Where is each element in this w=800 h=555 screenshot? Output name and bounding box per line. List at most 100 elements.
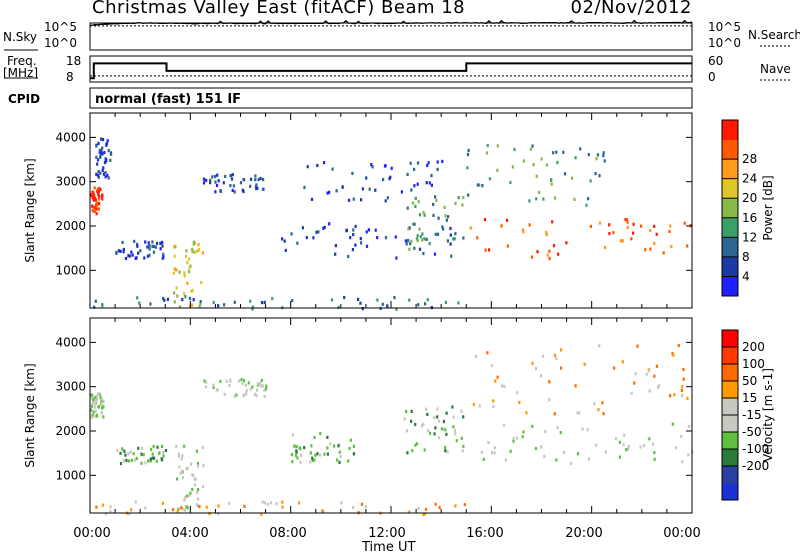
velocity-pixel: [104, 512, 108, 516]
velocity-pixel: [266, 502, 269, 506]
power-pixel: [192, 250, 195, 254]
power-pixel: [462, 236, 465, 240]
power-pixel: [462, 195, 465, 200]
power-pixel: [148, 253, 151, 257]
power-pixel: [271, 297, 274, 301]
x-tick-label: 20:00: [565, 526, 603, 541]
velocity-pixel: [653, 374, 656, 378]
velocity-pixel: [96, 392, 99, 396]
velocity-pixel: [151, 456, 154, 460]
power-pixel: [410, 188, 413, 192]
freq-tick-top: 18: [66, 54, 82, 68]
power-pixel: [436, 167, 439, 171]
velocity-pixel: [422, 422, 425, 426]
power-pixel: [101, 168, 104, 172]
power-pixel: [130, 250, 133, 254]
velocity-pixel: [91, 396, 94, 400]
velocity-pixel: [133, 458, 136, 462]
power-pixel: [662, 251, 665, 255]
velocity-pixel: [311, 456, 314, 460]
power-pixel: [422, 211, 425, 215]
velocity-colorbar-cell: [722, 330, 738, 348]
velocity-pixel: [97, 405, 101, 409]
velocity-pixel: [673, 393, 676, 397]
power-pixel: [443, 205, 446, 209]
power-pixel: [121, 240, 124, 244]
velocity-pixel: [618, 455, 621, 459]
velocity-pixel: [275, 502, 278, 506]
power-pixel: [536, 250, 539, 254]
velocity-pixel: [472, 403, 475, 407]
velocity-pixel: [622, 443, 625, 447]
power-pixel: [95, 212, 98, 216]
power-pixel: [416, 182, 419, 186]
power-pixel: [191, 288, 194, 292]
velocity-pixel: [509, 449, 512, 453]
velocity-pixel: [164, 448, 168, 453]
velocity-pixel: [245, 389, 248, 393]
power-pixel: [131, 253, 134, 257]
power-pixel: [215, 183, 219, 188]
velocity-pixel: [539, 374, 543, 378]
velocity-pixel: [269, 501, 272, 505]
velocity-pixel: [604, 450, 607, 454]
velocity-pixel: [672, 353, 675, 357]
velocity-pixel: [189, 491, 192, 495]
power-pixel: [598, 174, 601, 178]
power-pixel: [413, 222, 416, 226]
velocity-pixel: [681, 460, 684, 464]
velocity-pixel: [96, 397, 99, 401]
power-pixel: [395, 307, 398, 311]
power-pixel: [552, 151, 555, 155]
power-pixel: [172, 271, 175, 275]
power-pixel: [625, 218, 629, 222]
power-colorbar-tick-label: 24: [742, 172, 757, 186]
power-pixel: [209, 181, 212, 185]
velocity-pixel: [313, 458, 316, 462]
power-colorbar-tick-label: 20: [742, 191, 757, 205]
power-pixel: [205, 178, 208, 182]
velocity-pixel: [175, 477, 179, 481]
power-pixel: [335, 189, 338, 193]
power-pixel: [478, 183, 481, 187]
velocity-pixel: [175, 444, 178, 448]
velocity-pixel: [205, 505, 208, 509]
velocity-pixel: [183, 498, 186, 502]
power-pixel: [410, 239, 413, 243]
velocity-pixel: [152, 445, 155, 449]
power-pixel: [449, 226, 452, 230]
velocity-pixel: [189, 462, 193, 466]
power-pixel: [630, 237, 633, 241]
velocity-pixel: [548, 380, 551, 384]
velocity-pixel: [597, 408, 600, 412]
power-colorbar-cell: [722, 256, 738, 277]
power-pixel: [393, 296, 396, 300]
velocity-pixel: [299, 460, 302, 464]
power-pixel: [97, 158, 100, 162]
velocity-pixel: [95, 505, 98, 509]
velocity-pixel: [177, 454, 181, 458]
velocity-pixel: [197, 464, 200, 468]
velocity-pixel: [553, 353, 557, 357]
power-pixel: [426, 298, 429, 302]
power-pixel: [251, 307, 254, 311]
velocity-pixel: [255, 393, 258, 398]
velocity-pixel: [203, 379, 206, 383]
velocity-pixel: [186, 506, 189, 510]
power-pixel: [540, 157, 543, 161]
power-pixel: [354, 243, 357, 247]
velocity-pixel: [186, 466, 189, 471]
velocity-pixel: [319, 431, 322, 436]
power-pixel: [434, 195, 437, 199]
velocity-ylabel: Slant Range [km]: [23, 363, 37, 467]
velocity-pixel: [90, 393, 93, 397]
velocity-pixel: [240, 377, 243, 382]
velocity-pixel: [326, 446, 329, 450]
power-pixel: [154, 245, 157, 249]
power-pixel: [242, 178, 245, 182]
velocity-pixel: [180, 457, 183, 461]
power-pixel: [187, 270, 191, 274]
power-pixel: [303, 185, 306, 189]
velocity-pixel: [202, 485, 205, 489]
power-pixel: [184, 294, 187, 299]
